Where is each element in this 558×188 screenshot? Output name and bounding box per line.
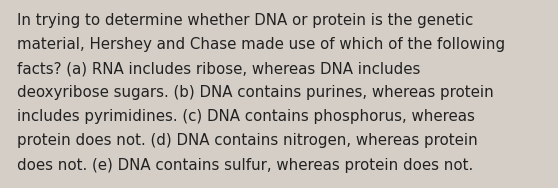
Text: protein does not. (d) DNA contains nitrogen, whereas protein: protein does not. (d) DNA contains nitro… bbox=[17, 133, 478, 149]
Text: facts? (a) RNA includes ribose, whereas DNA includes: facts? (a) RNA includes ribose, whereas … bbox=[17, 61, 420, 76]
Text: deoxyribose sugars. (b) DNA contains purines, whereas protein: deoxyribose sugars. (b) DNA contains pur… bbox=[17, 85, 493, 100]
Text: does not. (e) DNA contains sulfur, whereas protein does not.: does not. (e) DNA contains sulfur, where… bbox=[17, 158, 473, 173]
Text: material, Hershey and Chase made use of which of the following: material, Hershey and Chase made use of … bbox=[17, 37, 505, 52]
Text: includes pyrimidines. (c) DNA contains phosphorus, whereas: includes pyrimidines. (c) DNA contains p… bbox=[17, 109, 475, 124]
Text: In trying to determine whether DNA or protein is the genetic: In trying to determine whether DNA or pr… bbox=[17, 13, 473, 28]
